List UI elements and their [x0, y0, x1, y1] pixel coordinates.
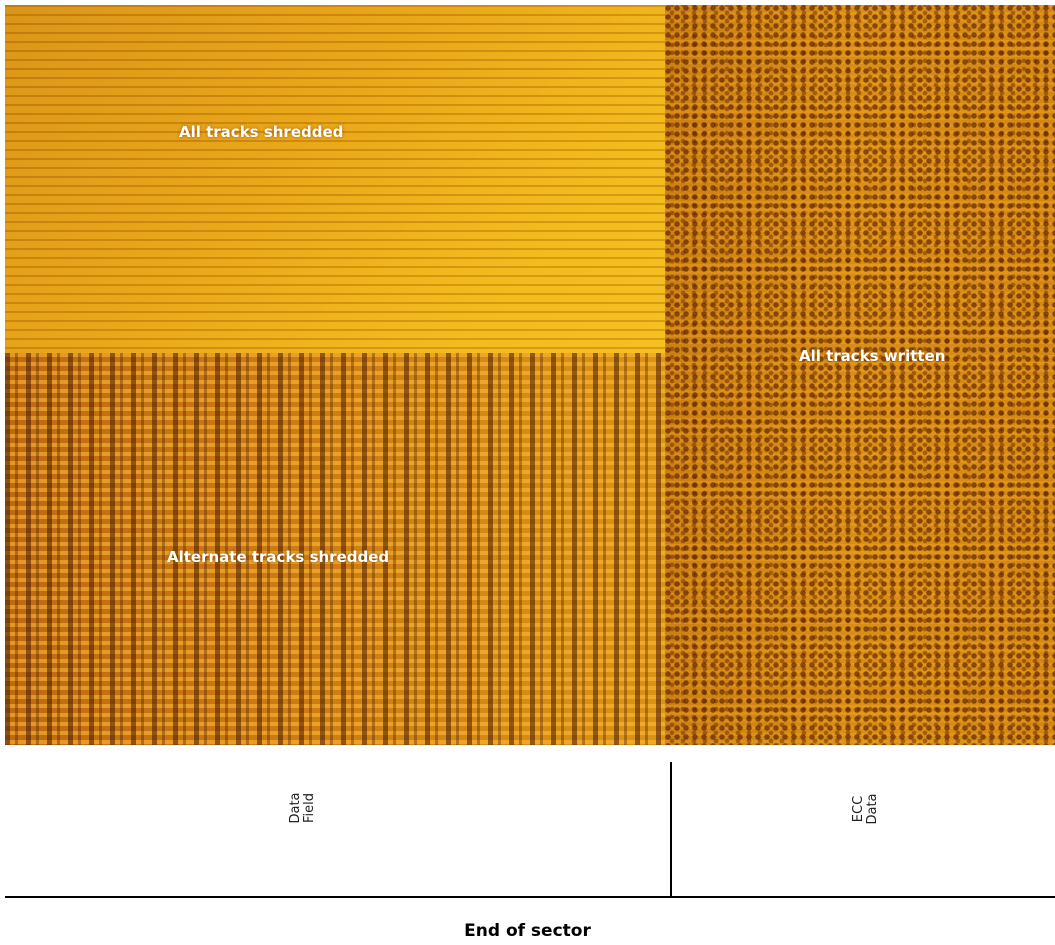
ecc-data-label: ECC Data [851, 793, 880, 825]
sector-divider-line [670, 762, 672, 898]
alternate-tracks-shredded-label: Alternate tracks shredded [167, 548, 390, 566]
end-of-sector-label: End of sector [464, 921, 591, 941]
magnetic-force-microscope-image: All tracks shredded All tracks written A… [5, 5, 1055, 745]
sector-baseline [5, 896, 1055, 898]
all-tracks-written-label: All tracks written [799, 347, 946, 365]
all-tracks-written-region [665, 5, 1055, 745]
all-tracks-shredded-label: All tracks shredded [179, 123, 344, 141]
all-tracks-shredded-region [5, 5, 665, 353]
data-field-label: Data Field [288, 792, 317, 824]
alternate-tracks-shredded-region [5, 353, 665, 745]
